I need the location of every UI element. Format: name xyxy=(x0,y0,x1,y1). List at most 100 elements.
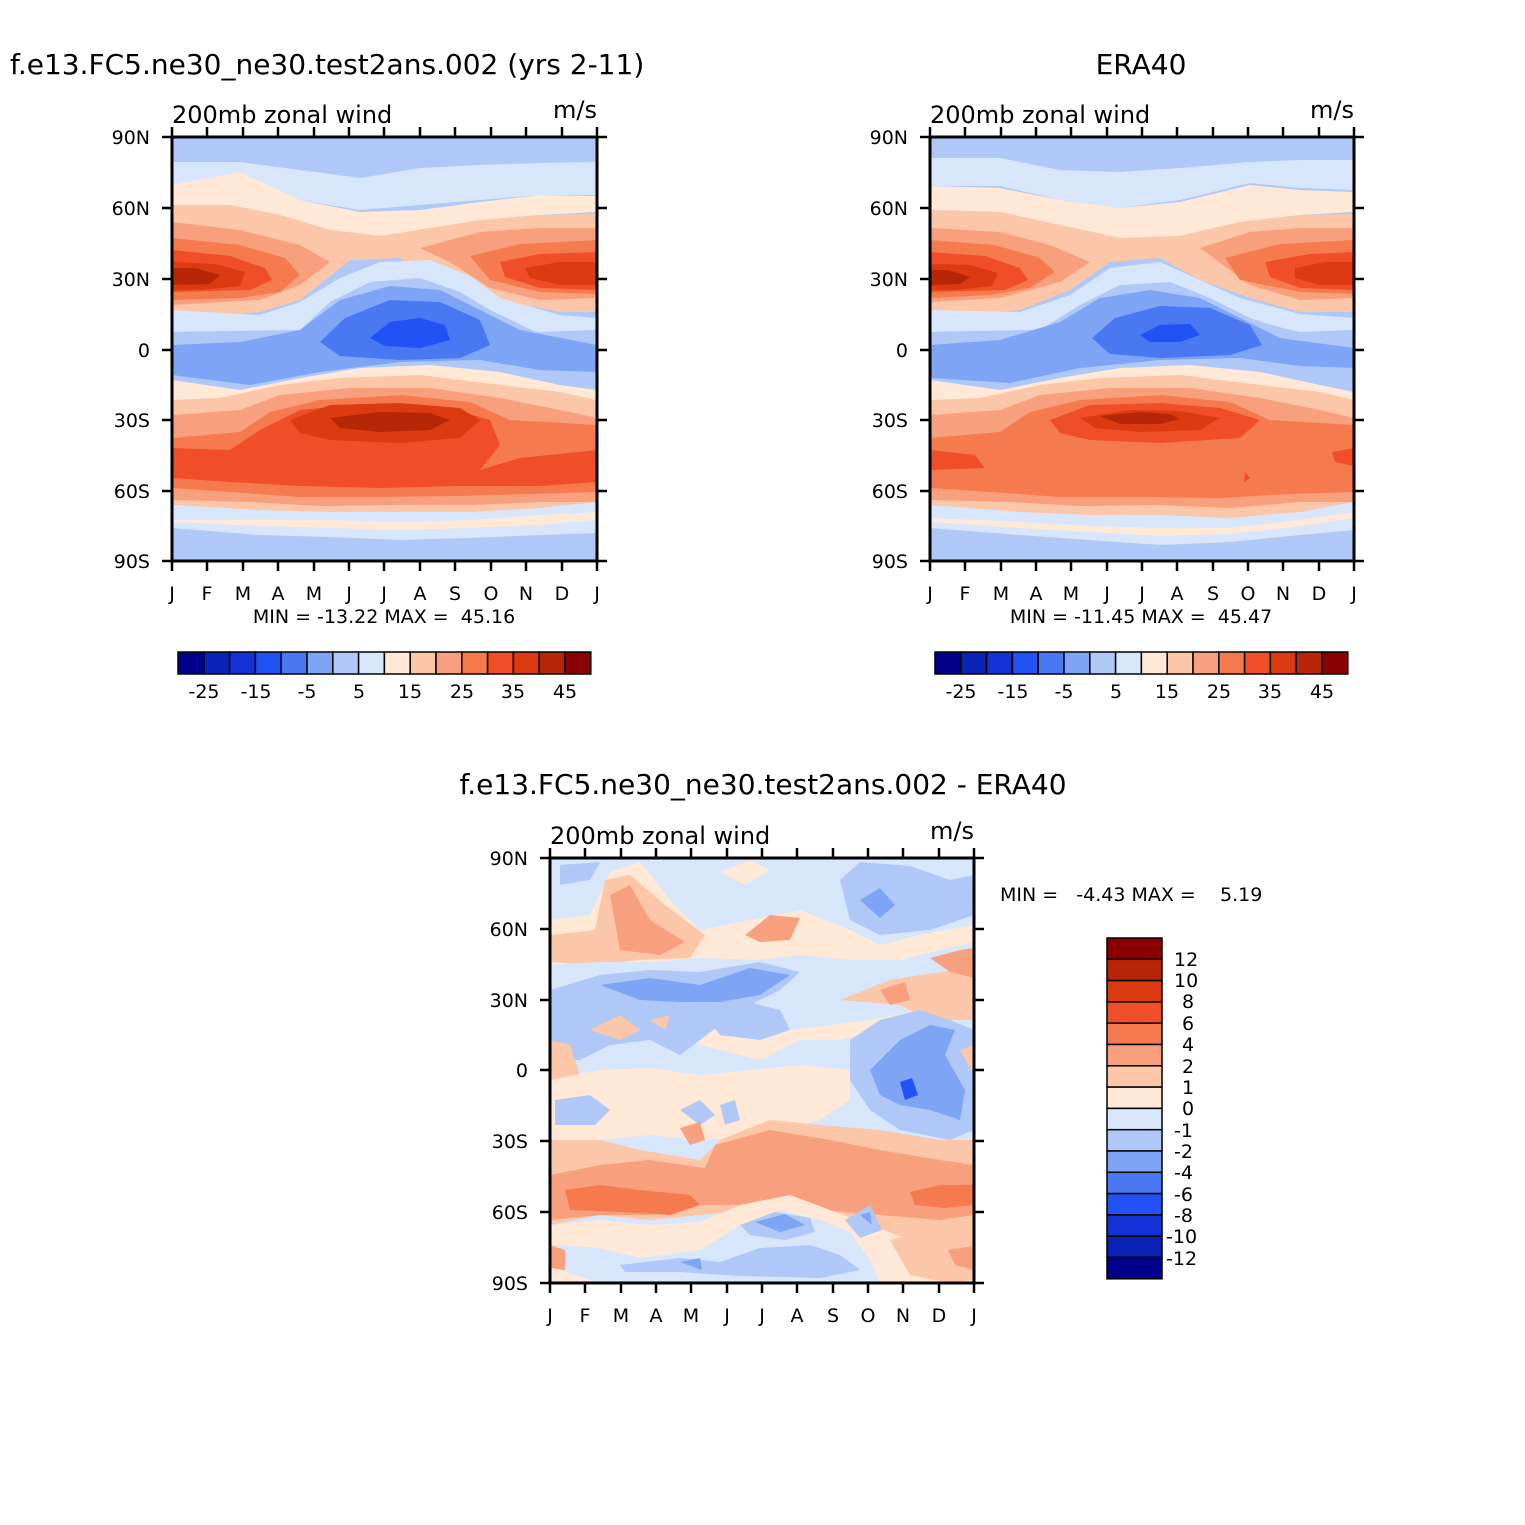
model-colorbar xyxy=(177,651,592,675)
diff-colorbar-box xyxy=(1106,1235,1163,1259)
obs-x-tick: A xyxy=(1030,583,1043,605)
diff-y-tick: 30S xyxy=(492,1131,528,1153)
obs-x-tick: N xyxy=(1276,583,1290,605)
obs-colorbar-label: -15 xyxy=(997,681,1028,703)
diff-colorbar-label: 6 xyxy=(1182,1013,1194,1035)
diff-colorbar-label: 1 xyxy=(1182,1077,1194,1099)
model-x-tick: A xyxy=(272,583,285,605)
model-x-tick-labels: J F M A M J J A S O N D J xyxy=(168,583,600,605)
diff-x-tick: J xyxy=(758,1305,765,1327)
diff-x-tick: N xyxy=(896,1305,910,1327)
diff-min-max: MIN = -4.43 MAX = 5.19 xyxy=(1000,884,1262,906)
model-y-tick-labels: 90N 60N 30N 0 30S 60S 90S xyxy=(112,127,150,573)
model-y-tick: 60N xyxy=(112,198,150,220)
diff-y-tick: 0 xyxy=(516,1060,528,1082)
model-colorbar-label: -5 xyxy=(298,681,317,703)
model-colorbar-label: 5 xyxy=(353,681,365,703)
obs-colorbar-box xyxy=(1037,651,1065,675)
obs-x-tick: J xyxy=(1350,583,1357,605)
obs-colorbar-box xyxy=(1321,651,1349,675)
diff-colorbar-label: -2 xyxy=(1174,1141,1193,1163)
obs-colorbar-label: 25 xyxy=(1207,681,1231,703)
model-colorbar-box xyxy=(228,651,257,675)
obs-panel: ERA40 200mb zonal wind m/s xyxy=(870,48,1364,703)
diff-x-tick: D xyxy=(932,1305,947,1327)
obs-colorbar-label: -5 xyxy=(1055,681,1074,703)
diff-y-tick: 90N xyxy=(490,848,528,870)
model-panel: f.e13.FC5.ne30_ne30.test2ans.002 (yrs 2-… xyxy=(10,48,644,703)
model-colorbar-box xyxy=(409,651,437,675)
obs-x-tick: S xyxy=(1207,583,1219,605)
diff-x-tick: M xyxy=(613,1305,629,1327)
diff-colorbar-label: 10 xyxy=(1174,970,1198,992)
model-colorbar-box xyxy=(280,651,308,675)
model-x-tick: J xyxy=(168,583,175,605)
obs-colorbar-box xyxy=(1218,651,1246,675)
obs-y-tick: 90N xyxy=(870,127,908,149)
obs-colorbar-label: 45 xyxy=(1310,681,1334,703)
diff-colorbar-box xyxy=(1106,1192,1163,1216)
diff-colorbar-box xyxy=(1106,1128,1163,1152)
diff-colorbar-label: 0 xyxy=(1182,1098,1194,1120)
diff-title: f.e13.FC5.ne30_ne30.test2ans.002 - ERA40 xyxy=(459,768,1066,801)
model-y-tick: 90S xyxy=(114,551,150,573)
model-colorbar-box xyxy=(203,651,231,675)
obs-x-tick: D xyxy=(1312,583,1327,605)
diff-x-tick: J xyxy=(723,1305,730,1327)
obs-colorbar-box xyxy=(1011,651,1039,675)
diff-axes xyxy=(540,848,984,1293)
obs-colorbar xyxy=(934,651,1349,675)
model-x-tick: J xyxy=(380,583,387,605)
model-colorbar-box xyxy=(512,651,540,675)
diff-x-tick: F xyxy=(580,1305,591,1327)
model-colorbar-label: 45 xyxy=(553,681,577,703)
model-colorbar-box xyxy=(383,651,411,675)
diff-colorbar-label: -12 xyxy=(1166,1248,1197,1270)
diff-x-tick: O xyxy=(861,1305,876,1327)
diff-colorbar-box xyxy=(1106,937,1163,961)
obs-x-tick-labels: J F M A M J J A S O N D J xyxy=(926,583,1357,605)
model-y-tick: 90N xyxy=(112,127,150,149)
diff-variable-label: 200mb zonal wind xyxy=(550,822,770,850)
obs-colorbar-label: 15 xyxy=(1155,681,1179,703)
diff-x-tick: J xyxy=(546,1305,553,1327)
obs-colorbar-label: 5 xyxy=(1110,681,1122,703)
diff-colorbar-label: -10 xyxy=(1166,1226,1197,1248)
obs-x-tick: J xyxy=(1138,583,1145,605)
diff-colorbar-box xyxy=(1106,1171,1163,1195)
model-colorbar-label: 35 xyxy=(501,681,525,703)
diff-colorbar-box xyxy=(1106,1001,1163,1024)
diff-y-tick: 30N xyxy=(490,990,528,1012)
obs-y-tick: 60S xyxy=(872,481,908,503)
model-x-tick: J xyxy=(593,583,600,605)
model-x-tick: A xyxy=(414,583,427,605)
diff-y-tick-labels: 90N 60N 30N 0 30S 60S 90S xyxy=(490,848,528,1295)
model-units-label: m/s xyxy=(553,96,597,124)
obs-contour-field xyxy=(930,137,1354,561)
diff-x-tick: A xyxy=(650,1305,663,1327)
diff-colorbar-box xyxy=(1106,1214,1163,1237)
obs-axes xyxy=(920,127,1364,571)
diff-colorbar-label: 2 xyxy=(1182,1056,1194,1078)
model-colorbar-box xyxy=(538,651,566,675)
model-colorbar-box xyxy=(435,651,463,675)
obs-colorbar-box xyxy=(1295,651,1323,675)
obs-x-tick: M xyxy=(1063,583,1079,605)
diff-colorbar-box xyxy=(1106,1065,1163,1088)
obs-colorbar-box xyxy=(1063,651,1091,675)
model-colorbar-box xyxy=(357,651,386,675)
diff-colorbar-box xyxy=(1106,1107,1163,1131)
obs-variable-label: 200mb zonal wind xyxy=(930,101,1150,129)
model-axes xyxy=(162,127,607,571)
model-colorbar-label: -25 xyxy=(188,681,219,703)
obs-colorbar-labels: -25 -15 -5 5 15 25 35 45 xyxy=(945,681,1334,703)
model-x-tick: D xyxy=(555,583,570,605)
model-colorbar-label: 15 xyxy=(398,681,422,703)
model-y-tick: 60S xyxy=(114,481,150,503)
obs-y-tick-labels: 90N 60N 30N 0 30S 60S 90S xyxy=(870,127,908,573)
obs-units-label: m/s xyxy=(1310,96,1354,124)
diff-colorbar-label: -6 xyxy=(1174,1184,1193,1206)
diff-colorbar-label: -1 xyxy=(1174,1120,1193,1142)
obs-colorbar-box xyxy=(1269,651,1297,675)
obs-x-tick: O xyxy=(1241,583,1256,605)
